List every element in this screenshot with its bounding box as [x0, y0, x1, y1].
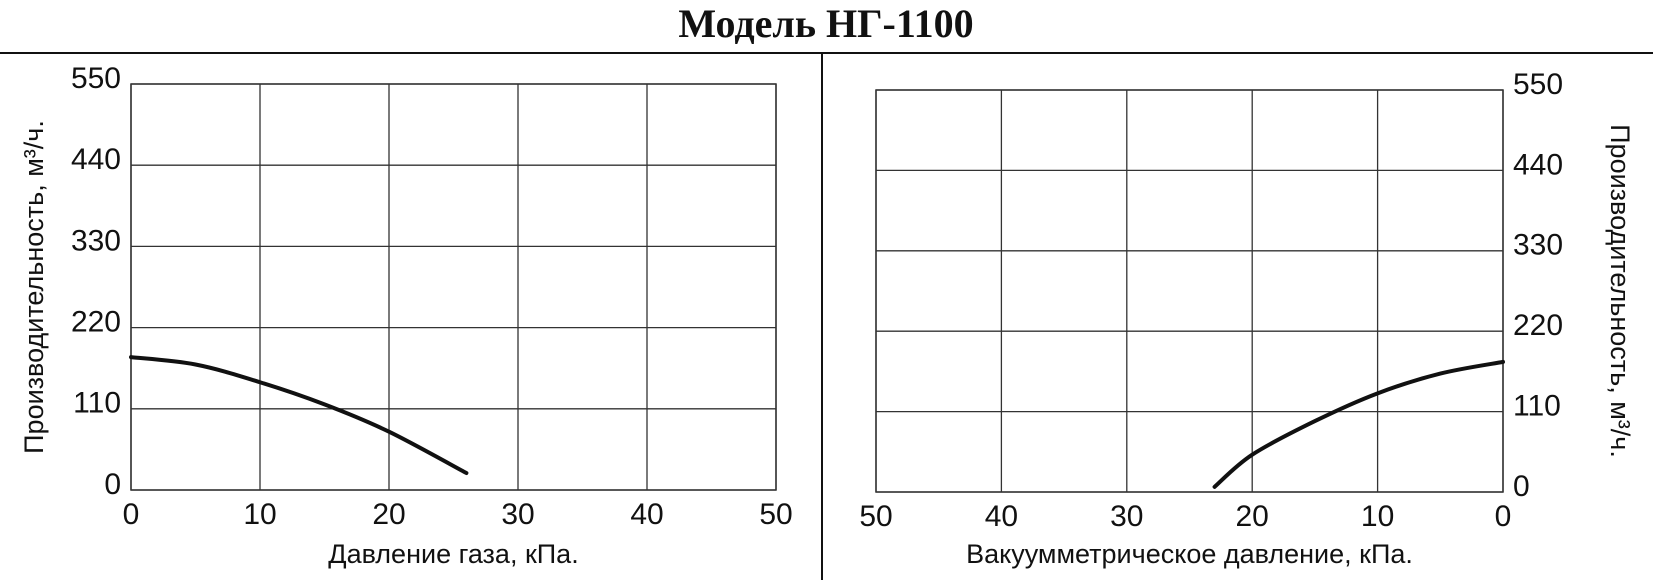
y-tick-label: 220	[71, 306, 121, 339]
page-title: Модель НГ-1100	[678, 1, 973, 46]
y-tick-label: 550	[1513, 68, 1563, 101]
y-axis-label: Производительность, м³/ч.	[19, 120, 49, 454]
plot-frame	[130, 83, 777, 491]
y-tick-label: 0	[1513, 470, 1530, 503]
x-tick-label: 30	[1110, 500, 1143, 533]
x-tick-label: 10	[1361, 500, 1394, 533]
x-tick-label: 0	[123, 498, 140, 531]
x-tick-label: 40	[630, 498, 663, 531]
x-axis-label: Давление газа, кПа.	[328, 539, 578, 569]
y-tick-label: 440	[71, 143, 121, 176]
x-tick-label: 30	[501, 498, 534, 531]
x-tick-label: 20	[372, 498, 405, 531]
y-axis-label: Производительность, м³/ч.	[1605, 124, 1635, 458]
y-tick-label: 330	[71, 224, 121, 257]
y-tick-label: 330	[1513, 229, 1563, 262]
y-tick-label: 110	[1513, 390, 1561, 423]
y-tick-label: 440	[1513, 148, 1563, 181]
x-axis-label: Вакуумметрическое давление, кПа.	[966, 539, 1413, 569]
x-tick-label: 0	[1495, 500, 1512, 533]
curve	[129, 355, 469, 476]
y-tick-label: 550	[71, 62, 121, 95]
x-tick-label: 50	[859, 500, 892, 533]
y-tick-label: 0	[104, 468, 121, 501]
x-tick-label: 50	[759, 498, 792, 531]
plot-frame	[875, 89, 1504, 493]
y-tick-label: 110	[73, 387, 121, 420]
y-tick-label: 220	[1513, 309, 1563, 342]
x-tick-label: 20	[1236, 500, 1269, 533]
x-tick-label: 40	[985, 500, 1018, 533]
curve	[1212, 359, 1505, 489]
x-tick-label: 10	[243, 498, 276, 531]
